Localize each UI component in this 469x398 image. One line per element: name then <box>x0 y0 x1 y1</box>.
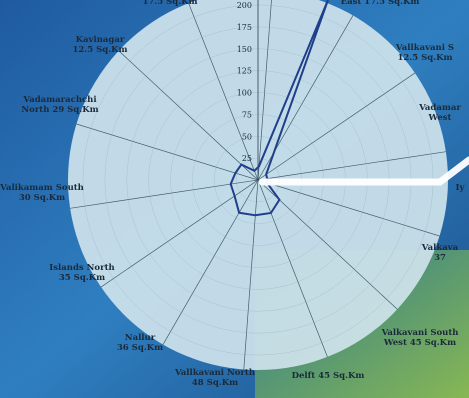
spoke-label: Valikamam South 30 Sq.Km <box>0 183 84 203</box>
spoke-label: Valkava 37 <box>421 243 459 263</box>
spoke-line <box>188 3 259 181</box>
spoke-line <box>118 50 259 181</box>
spoke-label: East 17.5 Sq.Km <box>341 0 420 7</box>
spoke-label: Iy <box>456 183 466 193</box>
spoke-line <box>257 179 440 237</box>
r-tick-label: 50 <box>242 132 252 141</box>
spoke-line <box>76 123 259 181</box>
spoke-label: Vallkavani North 48 Sq.Km <box>174 368 255 388</box>
spoke-line <box>70 179 259 209</box>
highlight-stroke <box>258 156 469 186</box>
r-tick-label: 25 <box>242 154 252 163</box>
r-tick-label: 100 <box>237 89 252 98</box>
spoke-line <box>100 179 259 288</box>
spoke-label: Vadamar West <box>418 103 461 123</box>
spoke-label: 17.5 Sq.Km <box>142 0 197 7</box>
spoke-line <box>257 151 446 181</box>
spoke-label: Delft 45 Sq.Km <box>292 371 365 381</box>
spoke-line <box>257 72 416 181</box>
r-tick-label: 175 <box>237 23 252 32</box>
r-tick-label: 150 <box>237 45 252 54</box>
spoke-label: Vallkavani S 12.5 Sq.Km <box>395 43 454 63</box>
spoke-line <box>162 179 259 345</box>
spoke-line <box>257 0 272 181</box>
spoke-line <box>257 179 398 310</box>
radar-disc <box>68 0 448 370</box>
spoke-line <box>257 179 328 357</box>
spoke-label: Islands North 35 Sq.Km <box>49 263 114 283</box>
r-tick-label: 75 <box>242 110 252 119</box>
spoke-label: Vadamarachchi North 29 Sq.Km <box>21 95 98 115</box>
spoke-label: Kavinagar 12.5 Sq.Km <box>72 35 127 55</box>
spoke-label: Nallur 36 Sq.Km <box>117 333 163 353</box>
r-tick-label: 200 <box>237 1 252 10</box>
r-tick-label: 125 <box>237 67 252 76</box>
spoke-label: Valkavani South West 45 Sq.Km <box>381 328 459 348</box>
spoke-line <box>243 179 259 370</box>
